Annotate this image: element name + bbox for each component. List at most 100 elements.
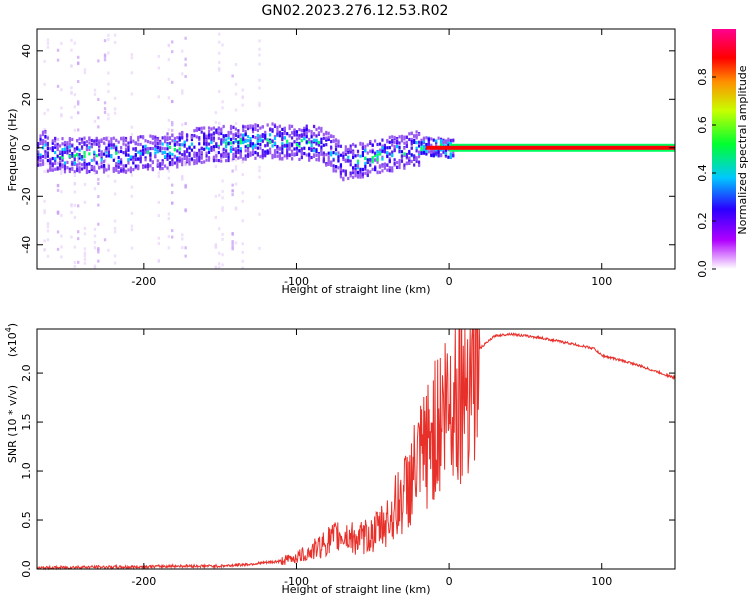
heatmap-cell [168,141,172,145]
heatmap-cell [300,155,303,160]
heatmap-cell [232,141,235,145]
heatmap-cell [102,163,106,168]
heatmap-cell [254,135,257,140]
heatmap-cell [234,147,238,151]
heatmap-cell [447,139,450,143]
heatmap-cell [286,146,289,150]
heatmap-cell [97,195,100,199]
heatmap-cell [349,159,352,163]
heatmap-cell [173,154,176,159]
heatmap-cell [400,136,404,140]
heatmap-cell [221,253,224,257]
heatmap-cell [232,152,235,156]
heatmap-cell [60,160,63,164]
heatmap-cell [185,150,189,154]
snr-y-label: SNR (10 * v/v) [6,385,19,463]
heatmap-cell [178,147,181,151]
heatmap-cell [51,162,54,166]
heatmap-cell [70,86,73,90]
heatmap-cell [234,133,238,138]
heatmap-cell [113,107,117,111]
heatmap-cell [61,153,64,157]
heatmap-cell [244,125,247,129]
heatmap-cell [98,139,101,143]
heatmap-cell [242,128,245,133]
heatmap-cell [49,167,52,171]
heatmap-cell [90,145,93,149]
heatmap-cell [261,151,264,155]
heatmap-cell [239,155,242,159]
heatmap-cell [305,124,308,128]
heatmap-cell [60,114,63,118]
heatmap-cell [46,141,49,146]
heatmap-cell [80,146,84,151]
heatmap-cell [43,147,46,151]
heatmap-cell [63,170,67,174]
heatmap-cell [221,149,224,153]
heatmap-cell [71,152,74,156]
heatmap-cell [241,103,244,107]
heatmap-cell [120,162,123,166]
heatmap-cell [234,63,238,67]
heatmap-cell [115,168,118,172]
heatmap-cell [232,136,235,140]
heatmap-cell [249,126,252,130]
heatmap-cell [403,141,406,145]
heatmap-cell [415,130,418,134]
heatmap-cell [231,242,234,246]
heatmap-cell [198,155,201,159]
heatmap-cell [264,152,267,156]
heatmap-cell [95,136,98,140]
heatmap-cell [381,157,384,161]
heatmap-cell [161,136,164,140]
colorbar-gradient [712,29,736,269]
heatmap-cell [185,147,189,151]
heatmap-cell [112,143,115,147]
heatmap-cell [43,211,46,215]
heatmap-cell [325,136,328,140]
heatmap-cell [107,71,110,75]
heatmap-cell [39,140,42,145]
heatmap-cell [254,123,257,127]
heatmap-cell [356,170,360,174]
heatmap-cell [256,146,259,150]
heatmap-cell [161,150,164,154]
heatmap-cell [239,150,242,154]
heatmap-cell [220,131,223,136]
heatmap-cell [83,200,87,204]
heatmap-cell [63,164,67,168]
heatmap-cell [269,133,272,137]
heatmap-cell [366,158,369,162]
heatmap-cell [56,161,60,165]
heatmap-cell [221,43,224,47]
y-tick-label: 0 [20,144,33,151]
heatmap-cell [43,82,46,86]
heatmap-cell [181,153,184,157]
heatmap-cell [349,147,352,151]
heatmap-cell [56,58,60,62]
heatmap-cell [237,148,240,152]
heatmap-cell [342,169,345,173]
heatmap-cell [317,132,321,136]
heatmap-cell [247,152,250,157]
heatmap-cell [100,150,103,154]
heatmap-cell [184,122,187,126]
heatmap-cell [234,127,238,131]
heatmap-cell [93,156,96,160]
heatmap-cell [295,137,299,141]
heatmap-cell [249,137,252,141]
heatmap-cell [395,140,399,144]
heatmap-cell [56,166,59,170]
heatmap-cell [447,141,450,145]
heatmap-cell [315,134,318,138]
heatmap-cell [142,165,145,169]
heatmap-cell [122,151,125,155]
heatmap-cell [93,246,97,250]
heatmap-cell [68,149,71,153]
heatmap-cell [161,142,164,146]
heatmap-cell [105,150,108,154]
heatmap-cell [293,131,296,135]
heatmap-cell [88,152,91,156]
heatmap-cell [264,150,267,154]
heatmap-cell [161,161,164,165]
